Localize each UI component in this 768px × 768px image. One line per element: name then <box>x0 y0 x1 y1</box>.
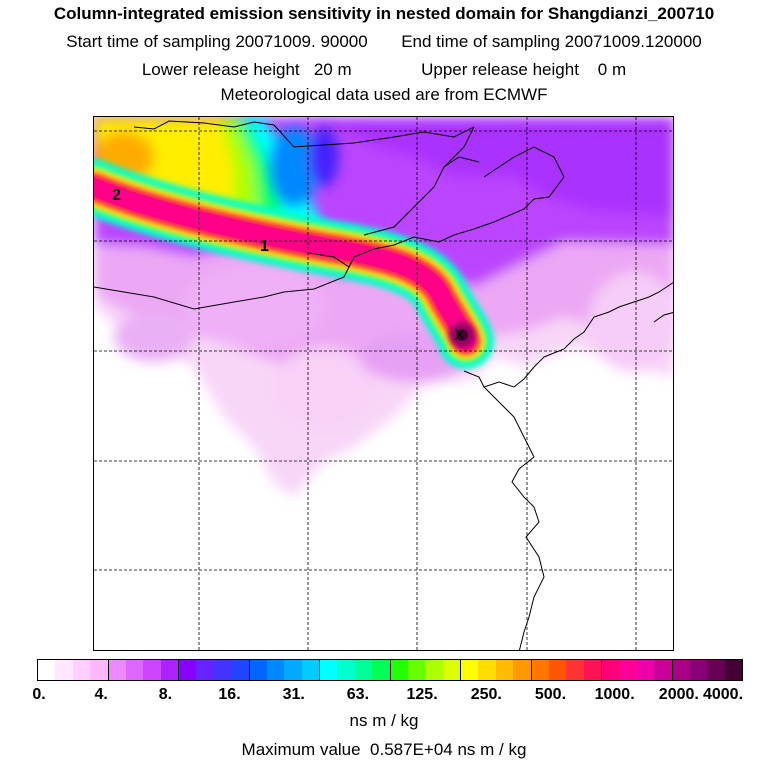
colorbar-segment <box>724 660 742 680</box>
release-height-line: Lower release height 20 m Upper release … <box>0 60 768 80</box>
colorbar-tick-label: 1000. <box>594 686 635 703</box>
map-canvas: 2 1 X <box>94 117 673 650</box>
colorbar-segment <box>143 660 161 680</box>
colorbar-tick-label: 31. <box>282 686 305 703</box>
graticule <box>94 117 673 650</box>
colorbar-tick-label: 63. <box>346 686 370 703</box>
colorbar-segment <box>72 660 91 680</box>
sensitivity-map: 2 1 X <box>93 116 674 651</box>
colorbar <box>37 659 743 681</box>
colorbar-segment <box>90 660 109 680</box>
colorbar-segment <box>179 660 197 680</box>
colorbar-tick-label: 2000. <box>658 686 699 703</box>
colorbar-tick-label: 4000. <box>702 686 744 703</box>
colorbar-tick-label: 16. <box>218 686 241 703</box>
colorbar-segment <box>602 660 620 680</box>
colorbar-segment <box>636 660 655 680</box>
colorbar-segment <box>266 660 285 680</box>
met-data-label: Meteorological data used are from ECMWF <box>220 85 548 104</box>
plot-title: Column-integrated emission sensitivity i… <box>53 4 715 23</box>
colorbar-segment <box>108 660 126 680</box>
colorbar-segment <box>531 660 549 680</box>
colorbar-segment <box>372 660 391 680</box>
colorbar-tick-label: 0. <box>32 686 46 703</box>
colorbar-segment <box>583 660 602 680</box>
plume-day-label-1: 1 <box>260 238 269 255</box>
colorbar-segment <box>407 660 426 680</box>
colorbar-tick-label: 250. <box>470 686 502 703</box>
colorbar-segment <box>320 660 338 680</box>
colorbar-segment <box>707 660 725 680</box>
colorbar-segment <box>548 660 567 680</box>
colorbar-segment <box>125 660 144 680</box>
colorbar-segment <box>495 660 514 680</box>
coastline-borders <box>94 120 673 650</box>
colorbar-segment <box>213 660 232 680</box>
colorbar-segment <box>619 660 637 680</box>
colorbar-segment <box>566 660 584 680</box>
colorbar-segment <box>301 660 320 680</box>
colorbar-segment <box>196 660 214 680</box>
colorbar-segment <box>461 660 479 680</box>
colorbar-segment <box>689 660 708 680</box>
start-time-label: Start time of sampling 20071009. 90000 <box>66 32 368 51</box>
colorbar-segment <box>249 660 267 680</box>
colorbar-segment <box>337 660 355 680</box>
colorbar-ticks: 0. 4. 8. 16. 31. 63. 125. 250. 500. 1000. 2000. 400… <box>0 686 768 706</box>
lower-release-label: Lower release height 20 m <box>141 60 352 79</box>
colorbar-segment <box>231 660 250 680</box>
colorbar-units: ns m / kg <box>349 711 419 730</box>
upper-release-label: Upper release height 0 m <box>421 60 627 79</box>
colorbar-segment <box>390 660 408 680</box>
station-marker: X <box>454 327 465 344</box>
colorbar-segment <box>354 660 373 680</box>
colorbar-segment <box>425 660 443 680</box>
sampling-time-line: Start time of sampling 20071009. 90000 E… <box>0 32 768 52</box>
colorbar-tick-label: 4. <box>94 686 108 703</box>
colorbar-segment <box>284 660 302 680</box>
colorbar-tick-label: 8. <box>158 686 173 703</box>
colorbar-segment <box>442 660 461 680</box>
colorbar-segment <box>654 660 673 680</box>
colorbar-segment <box>55 660 73 680</box>
end-time-label: End time of sampling 20071009.120000 <box>401 32 702 51</box>
colorbar-tick-label: 500. <box>534 686 567 703</box>
colorbar-segment <box>478 660 496 680</box>
colorbar-segment <box>160 660 179 680</box>
colorbar-segment <box>672 660 690 680</box>
colorbar-tick-label: 125. <box>406 686 438 703</box>
colorbar-segment <box>513 660 532 680</box>
plume-core <box>94 159 494 369</box>
colorbar-segment <box>38 660 56 680</box>
maximum-value-label: Maximum value 0.587E+04 ns m / kg <box>241 740 527 759</box>
plume-day-label-2: 2 <box>112 187 121 204</box>
